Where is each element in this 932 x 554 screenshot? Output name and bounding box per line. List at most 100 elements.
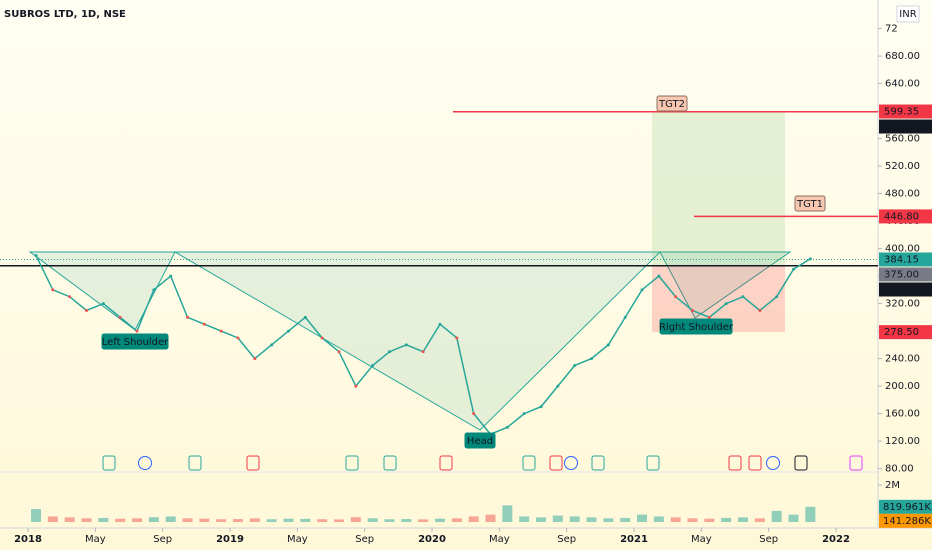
price-point	[371, 363, 375, 367]
price-point	[118, 315, 122, 319]
volume-bar	[216, 519, 227, 522]
dividend-icon	[766, 456, 780, 470]
dividend-icon	[138, 456, 152, 470]
earnings-icon	[345, 455, 359, 471]
price-level-label: 598.95	[884, 122, 919, 133]
earnings-icon	[246, 455, 260, 471]
volume-bar	[451, 518, 462, 522]
price-point	[354, 384, 358, 388]
volume-level-badge	[879, 499, 932, 514]
price-point	[34, 253, 38, 257]
y-tick-label: 520.00	[885, 161, 920, 172]
price-point	[202, 322, 206, 326]
volume-bar	[485, 514, 496, 522]
annotation-label: Head	[467, 436, 493, 447]
annotation-box	[659, 318, 733, 335]
price-point	[101, 302, 105, 306]
volume-bar	[148, 517, 159, 522]
price-point	[85, 308, 88, 312]
annotation-label: Right Shoulder	[659, 322, 734, 333]
earnings-icon	[383, 455, 397, 471]
volume-bar	[552, 515, 563, 522]
price-point	[303, 315, 307, 319]
volume-bar	[586, 517, 597, 522]
price-point	[539, 405, 543, 409]
y-tick-label: 680.00	[885, 51, 920, 62]
price-point	[674, 295, 678, 299]
y-tick-label: 640.00	[885, 79, 920, 90]
volume-bar	[418, 519, 429, 522]
price-point	[135, 329, 139, 333]
price-point	[741, 295, 745, 299]
volume-bar	[182, 518, 193, 522]
volume-level-label: 141.286K	[883, 516, 931, 527]
annotation-box	[656, 95, 688, 112]
price-point	[775, 295, 779, 299]
volume-bar	[721, 517, 732, 522]
volume-bar	[754, 518, 765, 522]
y-tick-label: 400.00	[885, 244, 920, 255]
earnings-icon	[522, 455, 536, 471]
price-point	[606, 343, 610, 347]
x-tick-label: Sep	[153, 534, 172, 545]
y-tick-label: 160.00	[885, 409, 920, 420]
volume-bar	[603, 518, 614, 522]
y-tick-label: 240.00	[885, 354, 920, 365]
volume-bar	[132, 518, 142, 522]
price-point	[404, 343, 408, 347]
x-tick-label: 2021	[620, 534, 648, 545]
price-point	[152, 288, 156, 292]
volume-bar	[536, 517, 546, 522]
volume-bar	[334, 519, 344, 522]
price-point	[590, 357, 593, 361]
earnings-icon	[748, 455, 762, 471]
currency-badge[interactable]	[896, 5, 920, 23]
volume-level-label: 819.961K	[883, 502, 931, 513]
price-point	[472, 412, 476, 416]
volume-bar	[384, 519, 395, 522]
volume-bar	[704, 518, 715, 522]
volume-bar	[165, 516, 176, 522]
price-point	[438, 322, 442, 326]
head-shoulders-pattern	[28, 251, 792, 431]
price-level-label: 446.80	[884, 211, 919, 222]
volume-tick-label: 2M	[885, 480, 900, 491]
y-tick-label: 72	[885, 24, 898, 35]
price-point	[270, 343, 274, 347]
volume-bar	[233, 519, 243, 522]
volume-bar	[771, 510, 782, 522]
y-tick-label: 200.00	[885, 381, 920, 392]
annotation-box	[464, 432, 496, 449]
annotation-box	[101, 333, 169, 350]
price-point	[792, 267, 795, 271]
volume-bar	[637, 514, 647, 522]
volume-bar	[98, 517, 109, 522]
price-point	[522, 412, 526, 416]
price-level-label: 375.00	[884, 269, 919, 280]
x-tick-label: Sep	[355, 534, 374, 545]
price-level-label: 599.35	[884, 107, 919, 118]
volume-bar	[569, 516, 580, 522]
earnings-icon	[102, 455, 116, 471]
earnings-icon	[794, 455, 808, 471]
volume-bar	[249, 518, 260, 522]
annotation-label: TGT1	[796, 199, 823, 210]
x-tick-label: 2019	[216, 534, 244, 545]
earnings-icon	[439, 455, 453, 471]
price-point	[320, 336, 324, 340]
volume-bar	[300, 518, 311, 522]
volume-bar	[502, 505, 513, 522]
price-level-label: 364.45	[884, 284, 919, 295]
volume-bar	[401, 519, 412, 522]
price-point	[556, 384, 560, 388]
price-level-badge	[879, 325, 932, 340]
price-point	[640, 288, 644, 292]
y-tick-label: 560.00	[885, 134, 920, 145]
volume-bar	[64, 517, 75, 522]
earnings-icon	[188, 455, 202, 471]
volume-bar	[283, 518, 294, 522]
earnings-icon	[646, 455, 660, 471]
target-zone	[652, 111, 785, 266]
annotation-label: TGT2	[658, 99, 685, 110]
